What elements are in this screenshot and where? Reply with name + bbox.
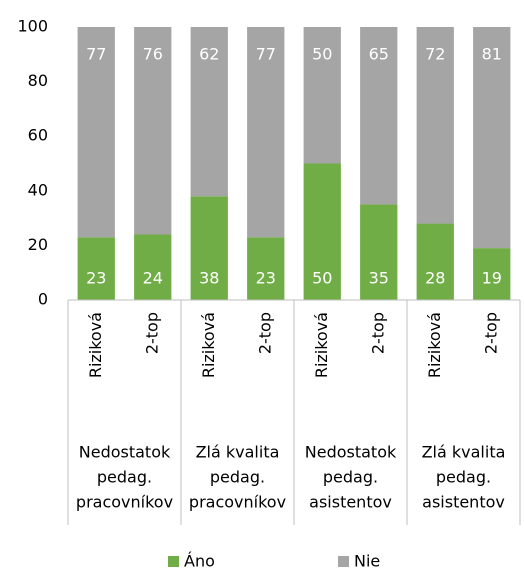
data-label: 23	[86, 269, 106, 288]
bar-segment	[77, 27, 115, 238]
legend-label: Nie	[354, 552, 380, 571]
group-label: asistentov	[422, 493, 505, 512]
bar-segment	[303, 163, 341, 300]
data-label: 19	[482, 269, 502, 288]
data-label: 35	[369, 269, 389, 288]
group-label: pedag.	[436, 468, 491, 487]
bar-segment	[247, 237, 285, 300]
group-label: Nedostatok	[305, 443, 397, 462]
bar-segment	[416, 27, 454, 224]
data-label: 72	[425, 45, 445, 64]
x-tick-label: Riziková	[86, 312, 105, 378]
bar-segment	[473, 27, 511, 249]
x-tick-label: Riziková	[312, 312, 331, 378]
bar-segment	[416, 223, 454, 300]
bar-segment	[190, 27, 228, 197]
data-label: 28	[425, 269, 445, 288]
data-label: 50	[312, 45, 332, 64]
group-label: pracovníkov	[189, 493, 286, 512]
group-label: asistentov	[309, 493, 392, 512]
data-label: 77	[86, 45, 106, 64]
data-label: 81	[482, 45, 502, 64]
x-tick-label: 2-top	[142, 312, 161, 354]
bar-segment	[134, 234, 172, 300]
legend-swatch	[338, 556, 349, 567]
group-label: Zlá kvalita	[196, 443, 280, 462]
x-tick-label: Riziková	[199, 312, 218, 378]
x-tick-label: Riziková	[425, 312, 444, 378]
data-label: 76	[143, 45, 163, 64]
data-label: 23	[256, 269, 276, 288]
y-tick-label: 60	[28, 126, 48, 145]
group-label: pedag.	[323, 468, 378, 487]
y-tick-label: 0	[38, 290, 48, 309]
data-label: 77	[256, 45, 276, 64]
bar-segment	[247, 27, 285, 238]
x-tick-label: 2-top	[368, 312, 387, 354]
bar-segment	[134, 27, 172, 235]
group-label: pracovníkov	[76, 493, 173, 512]
bar-segment	[473, 248, 511, 300]
bar-segment	[303, 27, 341, 164]
data-label: 62	[199, 45, 219, 64]
data-label: 24	[143, 269, 163, 288]
y-tick-label: 40	[28, 180, 48, 199]
bar-segment	[190, 196, 228, 300]
y-tick-label: 20	[28, 235, 48, 254]
group-label: Zlá kvalita	[422, 443, 506, 462]
bar-segment	[360, 204, 398, 300]
x-tick-label: 2-top	[481, 312, 500, 354]
group-label: pedag.	[97, 468, 152, 487]
bar-segment	[360, 27, 398, 205]
data-label: 38	[199, 269, 219, 288]
y-tick-label: 100	[17, 17, 48, 36]
legend-swatch	[168, 556, 179, 567]
bar-segment	[77, 237, 115, 300]
data-label: 50	[312, 269, 332, 288]
data-label: 65	[369, 45, 389, 64]
group-label: pedag.	[210, 468, 265, 487]
x-tick-label: 2-top	[255, 312, 274, 354]
legend-label: Áno	[184, 552, 215, 571]
group-label: Nedostatok	[79, 443, 171, 462]
y-tick-label: 80	[28, 71, 48, 90]
